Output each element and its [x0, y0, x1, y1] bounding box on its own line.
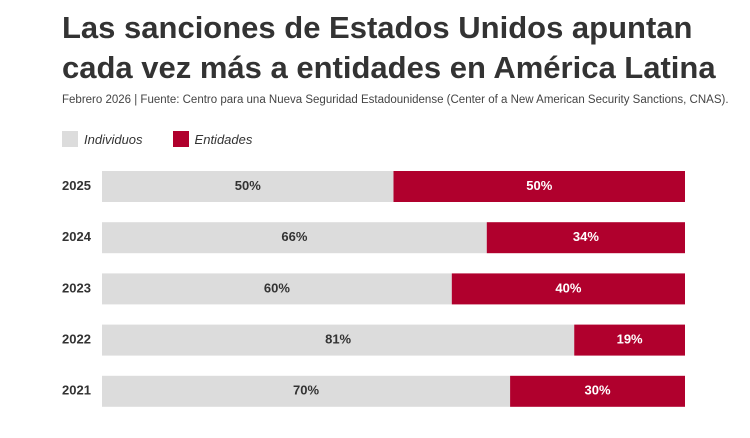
- data-label-entidades-2021: 30%: [585, 383, 611, 398]
- data-label-individuos-2021: 70%: [293, 383, 319, 398]
- legend-label-entidades: Entidades: [194, 131, 253, 147]
- bar-entidades-2024: [486, 222, 685, 254]
- legend-swatch-entidades: [172, 131, 189, 147]
- chart-title: Las sanciones de Estados Unidos apuntan …: [62, 10, 716, 85]
- data-label-individuos-2025: 50%: [235, 178, 261, 193]
- bar-entidades-2023: [451, 273, 685, 305]
- bar-individuos-2023: [102, 273, 452, 305]
- data-label-entidades-2024: 34%: [573, 229, 599, 244]
- data-label-individuos-2022: 81%: [325, 332, 351, 347]
- bar-individuos-2021: [102, 375, 511, 407]
- bar-individuos-2025: [102, 171, 394, 202]
- bar-entidades-2022: [574, 324, 685, 356]
- year-label-2022: 2022: [62, 332, 91, 347]
- legend-label-individuos: Individuos: [84, 131, 143, 147]
- bar-individuos-2024: [102, 222, 487, 254]
- legend-item-individuos: Individuos: [62, 131, 143, 147]
- year-label-2025: 2025: [62, 178, 91, 193]
- data-label-entidades-2023: 40%: [555, 280, 581, 295]
- bar-entidades-2021: [510, 375, 685, 407]
- legend-swatch-individuos: [62, 131, 78, 147]
- legend: Individuos Entidades: [62, 131, 282, 147]
- chart-subtitle: Febrero 2026 | Fuente: Centro para una N…: [62, 94, 729, 106]
- year-label-2023: 2023: [62, 280, 91, 295]
- data-label-individuos-2024: 66%: [281, 229, 307, 244]
- year-label-2024: 2024: [62, 229, 92, 244]
- data-label-entidades-2022: 19%: [617, 332, 643, 347]
- bar-entidades-2025: [393, 171, 685, 202]
- data-label-entidades-2025: 50%: [526, 178, 552, 193]
- data-label-individuos-2023: 60%: [264, 280, 290, 295]
- year-label-2021: 2021: [62, 383, 91, 398]
- legend-item-entidades: Entidades: [172, 131, 253, 147]
- bar-individuos-2022: [102, 324, 575, 356]
